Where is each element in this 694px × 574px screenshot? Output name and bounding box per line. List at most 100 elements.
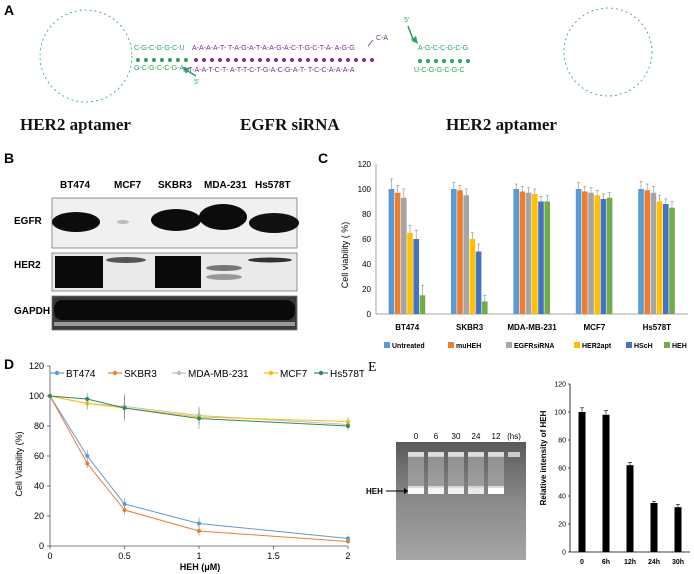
panel-letter-e: E	[368, 360, 377, 375]
chart-c-xtick: BT474	[395, 323, 420, 332]
sirna-bottom-seq: T-T-A-A-T-C-T- A-T-T-C-T-G-A-C-G-A-T- T-…	[182, 67, 355, 74]
chart-c-legend-swatch	[626, 342, 632, 348]
chart-c-bar	[419, 295, 426, 314]
chart-c-ytick: 0	[367, 310, 372, 319]
chart-d-xtick: 0.5	[118, 551, 131, 561]
chart-c-bar	[513, 189, 519, 314]
chart-c-xtick: MDA-MB-231	[507, 323, 557, 332]
panel-letter-d: D	[4, 356, 15, 372]
left-aptamer-loop	[39, 9, 133, 103]
sirna-pair-dot	[290, 58, 294, 62]
gel-image: 0 6 30 24 12 (hs) HEH	[366, 432, 526, 560]
right-aptamer-label: HER2 aptamer	[446, 115, 557, 134]
gel-lane-label: 6	[434, 432, 439, 441]
sirna-pair-dot	[258, 58, 262, 62]
chart-d-ytick: 100	[29, 391, 44, 401]
chart-c-bar	[582, 191, 588, 314]
chart-c-bar	[638, 189, 644, 314]
right-top-stem-seq: A-G-C-C-G-C-G	[418, 45, 468, 52]
chart-d-ytick: 20	[34, 511, 44, 521]
row-label-gapdh: GAPDH	[14, 306, 50, 317]
row-label-her2: HER2	[14, 260, 41, 271]
sirna-pair-dot	[346, 58, 350, 62]
chart-d-point	[122, 502, 127, 506]
chart-c-bar	[407, 232, 413, 314]
sirna-loop-tail: C-A	[376, 35, 388, 42]
chart-c-bar	[594, 195, 600, 314]
chart-d-point	[346, 424, 350, 428]
gel-lane-labels: 0 6 30 24 12 (hs)	[414, 432, 521, 441]
chart-d-legend: BT474 SKBR3 MDA-MB-231 MCF7 Hs578T	[50, 369, 364, 380]
chart-c-bar	[388, 189, 395, 314]
panel-letter-b: B	[4, 150, 15, 166]
chart-e-bar	[650, 503, 658, 552]
chart-d-xtick: 1	[196, 551, 201, 561]
gel-lanes	[408, 456, 504, 488]
chart-d-legend-marker	[112, 370, 118, 376]
gel-bands-heh	[408, 486, 504, 494]
chart-d-point	[197, 416, 201, 421]
sirna-pair-dot	[234, 58, 238, 62]
gel-lane-label: 30	[452, 432, 461, 441]
chart-c-legend-swatch	[384, 342, 390, 348]
chart-c-bar	[463, 195, 469, 314]
sirna-pair-dot	[274, 58, 278, 62]
sirna-pair-dot	[242, 58, 246, 62]
sirna-pair-dot	[322, 58, 326, 62]
sirna-pair-dot	[306, 58, 310, 62]
chart-c-bar	[575, 189, 582, 314]
sirna-base-pairs	[194, 58, 374, 62]
chart-c-bar	[451, 189, 457, 314]
chart-d-point	[122, 406, 127, 410]
chart-c-ytick: 120	[358, 160, 372, 169]
chart-c-legend-label: HScH	[634, 343, 653, 350]
chart-d-legend-label: MCF7	[280, 369, 308, 380]
lane-label-mda231: MDA-231	[204, 180, 247, 191]
chart-d-point	[346, 536, 350, 541]
chart-d-legend-marker	[268, 370, 274, 376]
chart-e-bar	[674, 507, 682, 552]
chart-c-bar	[475, 251, 482, 314]
chart-e-xtick: 24h	[648, 559, 660, 566]
chart-c-bar	[650, 192, 657, 314]
sirna-pair-dot	[362, 58, 366, 62]
chart-c-ytick: 20	[362, 285, 371, 294]
chart-c-ytick: 60	[362, 235, 371, 244]
chart-c-xtick: Hs578T	[643, 323, 672, 332]
sirna-pair-dot	[354, 58, 358, 62]
chart-c-bar	[413, 239, 419, 314]
chart-c-bar	[525, 192, 532, 314]
sirna-pair-dot	[202, 58, 206, 62]
chart-c-legend-swatch	[506, 342, 512, 348]
chart-c-ytick: 100	[358, 185, 372, 194]
chart-e-ytick: 100	[554, 410, 566, 417]
chart-c-legend-label: HEH	[672, 343, 687, 350]
chart-d-legend-label: MDA-MB-231	[188, 369, 249, 380]
chart-c-ylabel: Cell viability ( %)	[340, 222, 350, 289]
chart-c-legend-swatch	[664, 342, 670, 348]
gel-lane-label: (hs)	[507, 432, 521, 441]
right-stem-pairs	[418, 59, 470, 63]
chart-e-bar	[602, 414, 610, 552]
chart-c-bar	[532, 194, 538, 314]
western-blot: BT474 MCF7 SKBR3 MDA-231 Hs578T EGFR HER…	[14, 180, 299, 331]
row-label-egfr: EGFR	[14, 216, 43, 227]
chart-e-xtick: 12h	[624, 559, 636, 566]
sirna-label: EGFR siRNA	[240, 115, 340, 134]
gel-lane-label: 0	[414, 432, 419, 441]
chart-c-legend-swatch	[574, 342, 580, 348]
chart-d-point	[85, 397, 90, 401]
chart-c-ytick: 40	[362, 260, 371, 269]
chart-d-legend-marker	[318, 370, 324, 376]
chart-d-legend-marker	[54, 370, 60, 376]
chart-c-bar	[644, 190, 650, 314]
sirna-pair-dot	[370, 58, 374, 62]
chart-e-ytick: 40	[558, 494, 566, 501]
right-bottom-stem-seq: U-C-G-G-C-G-C	[414, 67, 465, 74]
gel-lane-label: 12	[492, 432, 501, 441]
chart-c-bar	[588, 192, 594, 314]
chart-c-legend-label: HER2apt	[582, 343, 612, 350]
chart-d-axes: 0 20 40 60 80 100 120 0 0.5 1 1.5 2	[29, 361, 351, 561]
chart-d-legend-label: Hs578T	[330, 369, 364, 380]
chart-c-bar	[538, 201, 544, 314]
